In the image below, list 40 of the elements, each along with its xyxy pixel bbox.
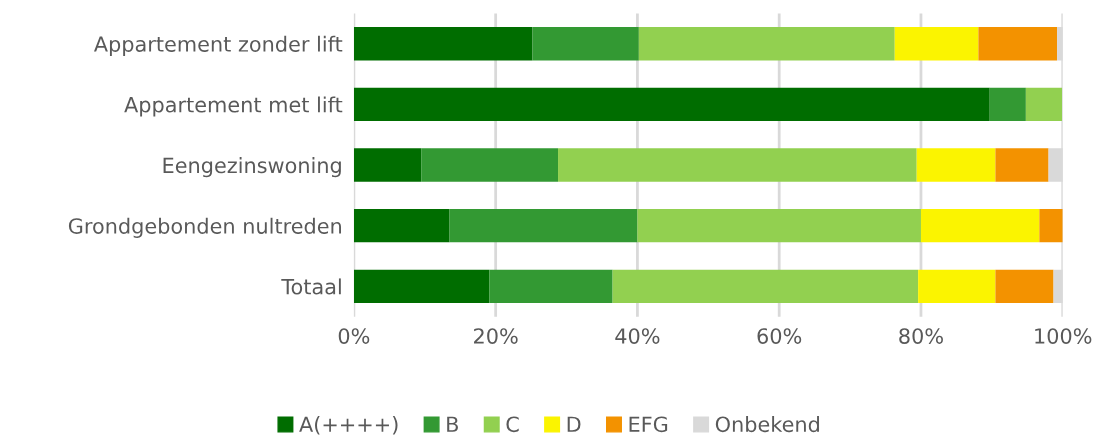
legend-label: B [447,416,458,432]
legend-label: EFG [629,416,668,433]
bar [1025,87,1063,122]
legend-label: A(++++) [299,416,398,435]
y-tick-label: Appartement zonder lift [93,35,343,56]
bar [532,27,639,61]
bar [978,27,1058,61]
bar [353,148,422,182]
bar [612,269,919,304]
legend-label: D [567,416,581,432]
bar [353,269,490,304]
x-tick-label: 20% [474,328,518,344]
bar [353,87,990,122]
bar [558,148,917,182]
y-tick-label: Eengezinswoning [163,157,341,178]
bar [918,269,996,304]
x-tick-label: 60% [757,328,802,344]
bar [995,148,1049,182]
x-tick-label: 80% [899,328,943,344]
x-tick-label: 100% [1035,328,1092,344]
bar [638,27,895,61]
bar [916,148,996,182]
legend-label: C [506,416,519,433]
bar [920,209,1040,243]
bar [989,87,1026,122]
y-tick-label: Grondgebonden nultreden [68,217,341,238]
bar [894,27,979,61]
bar [1039,209,1063,243]
y-tick-label: Appartement met lift [124,96,343,117]
bar [421,148,559,182]
bar [637,209,921,243]
y-tick-label: Totaal [281,278,341,295]
legend-label: Onbekend [715,416,819,433]
bar [449,209,638,243]
x-tick-label: 0% [338,328,370,344]
bar [353,209,450,243]
bar [353,27,533,61]
bar [489,269,613,304]
x-tick-label: 40% [615,328,660,344]
bar [995,269,1054,304]
